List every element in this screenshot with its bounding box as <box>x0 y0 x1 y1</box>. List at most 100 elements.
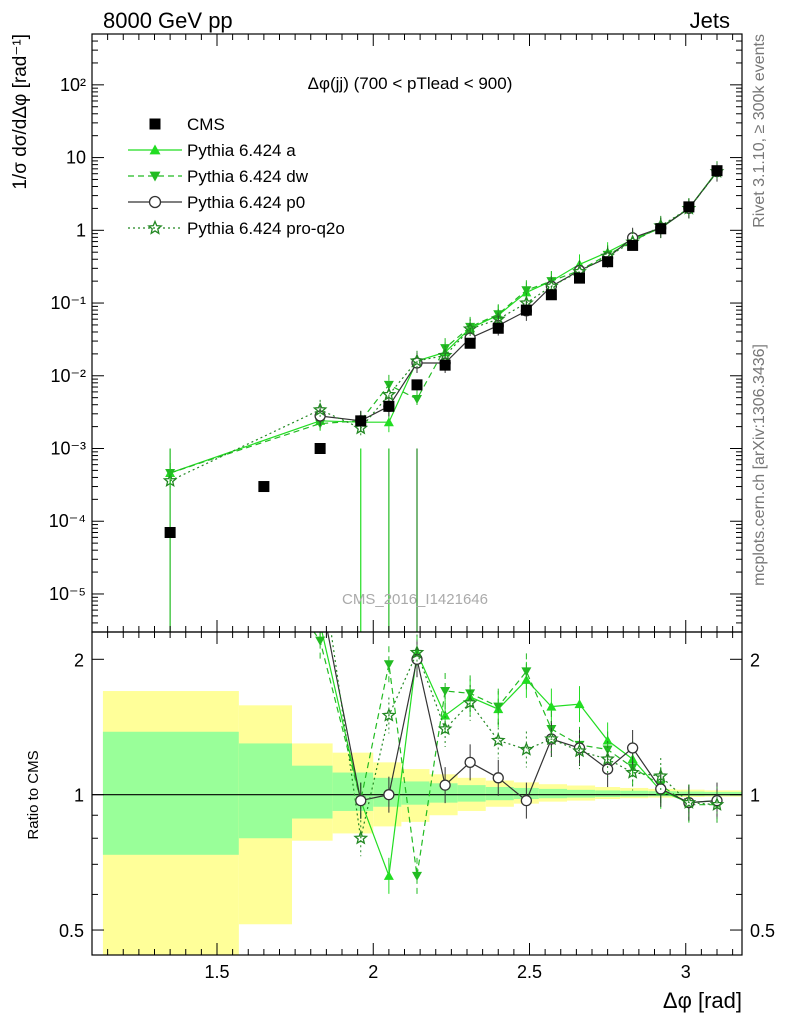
data-point <box>544 731 559 746</box>
ratio-frame <box>91 631 743 956</box>
data-point <box>315 589 325 599</box>
y-axis-label-ratio: Ratio to CMS <box>25 750 42 839</box>
data-point <box>383 417 394 427</box>
band-green <box>401 781 430 805</box>
y-tick-label: 10² <box>60 75 86 95</box>
data-point <box>439 359 451 371</box>
data-point <box>315 619 325 628</box>
data-point <box>545 289 557 301</box>
band-green <box>102 731 239 855</box>
legend-label: Pythia 6.424 pro-q2o <box>187 219 345 238</box>
y-axis-label-top: 1/σ dσ/dΔφ [rad⁻¹] <box>10 34 31 190</box>
band-green <box>676 791 705 796</box>
data-point <box>521 286 532 296</box>
data-point <box>709 797 725 811</box>
series-line <box>169 171 718 474</box>
x-tick-label: 2 <box>368 962 378 982</box>
data-point <box>149 144 161 155</box>
data-point <box>148 195 162 209</box>
data-point <box>711 165 723 177</box>
x-tick-label: 1.5 <box>204 962 229 982</box>
data-point <box>602 735 613 745</box>
data-point <box>573 742 586 754</box>
x-axis-label: Δφ [rad] <box>663 988 742 1013</box>
data-point <box>626 742 639 754</box>
data-point <box>493 702 504 712</box>
data-point <box>383 660 394 670</box>
y-tick-label: 10⁻⁵ <box>49 584 86 604</box>
long-error-bars <box>169 448 418 632</box>
ratio-tick-label-left: 2 <box>74 650 84 670</box>
y-tick-label: 10 <box>66 148 86 168</box>
y-tick-label: 10⁻⁴ <box>49 511 86 531</box>
data-point <box>381 387 397 401</box>
data-point <box>437 721 453 736</box>
x-tick-label: 3 <box>681 962 691 982</box>
data-point <box>490 732 506 747</box>
band-green <box>457 785 486 802</box>
data-point <box>602 256 614 268</box>
data-point <box>314 443 326 455</box>
data-point <box>412 871 422 881</box>
y-tick-label: 10⁻³ <box>50 439 86 459</box>
uncertainty-bands <box>92 691 742 955</box>
band-green <box>485 787 514 801</box>
data-point <box>440 710 451 720</box>
band-green <box>332 772 374 811</box>
ratio-tick-label-right: 1 <box>750 786 760 806</box>
legend: CMS Pythia 6.424 a Pythia 6.424 dw Pythia 6… <box>128 115 345 238</box>
data-point <box>355 415 367 427</box>
ratio-tick-label-left: 1 <box>74 786 84 806</box>
data-point <box>602 745 613 755</box>
band-green <box>429 783 458 803</box>
data-point <box>383 870 394 880</box>
data-point <box>314 550 325 561</box>
data-point <box>572 743 587 758</box>
data-point <box>520 304 532 316</box>
x-tick-label: 2.5 <box>517 962 542 982</box>
series-ratio-line <box>313 632 717 876</box>
data-point <box>574 272 585 284</box>
legend-label: Pythia 6.424 a <box>187 141 296 160</box>
chart-title: Δφ(jj) (700 < pTlead < 900) <box>308 74 513 93</box>
data-point <box>544 278 559 293</box>
data-point <box>381 707 397 722</box>
data-point <box>411 379 423 391</box>
data-point <box>383 789 395 801</box>
series-line <box>169 170 718 474</box>
band-green <box>704 791 742 796</box>
data-point <box>355 794 367 807</box>
data-point <box>409 644 425 659</box>
side-label-bottom: mcplots.cern.ch [arXiv:1306.3436] <box>751 344 768 586</box>
data-point <box>627 239 639 251</box>
data-point <box>681 794 697 809</box>
data-point <box>520 794 533 807</box>
header-left: 8000 GeV pp <box>103 8 233 33</box>
data-point <box>439 779 451 791</box>
data-point <box>490 311 506 326</box>
plot-frames <box>91 33 743 956</box>
data-point <box>165 421 175 430</box>
header-right: Jets <box>690 8 730 33</box>
series-group <box>162 161 725 894</box>
data-point <box>465 322 476 332</box>
data-point <box>258 481 270 493</box>
cms-data <box>164 165 723 539</box>
data-point <box>655 223 667 235</box>
data-point <box>601 763 614 775</box>
data-point <box>462 321 478 336</box>
legend-label: Pythia 6.424 dw <box>187 167 309 186</box>
band-green <box>238 743 292 839</box>
data-point <box>574 699 585 709</box>
data-point <box>353 830 369 845</box>
data-point <box>440 687 451 697</box>
data-point <box>464 337 476 349</box>
data-point <box>464 756 476 768</box>
y-tick-label: 10⁻¹ <box>50 293 86 313</box>
data-point <box>409 353 425 368</box>
y-tick-label: 10⁻² <box>50 366 86 386</box>
data-point <box>492 322 504 334</box>
data-point <box>521 667 532 677</box>
